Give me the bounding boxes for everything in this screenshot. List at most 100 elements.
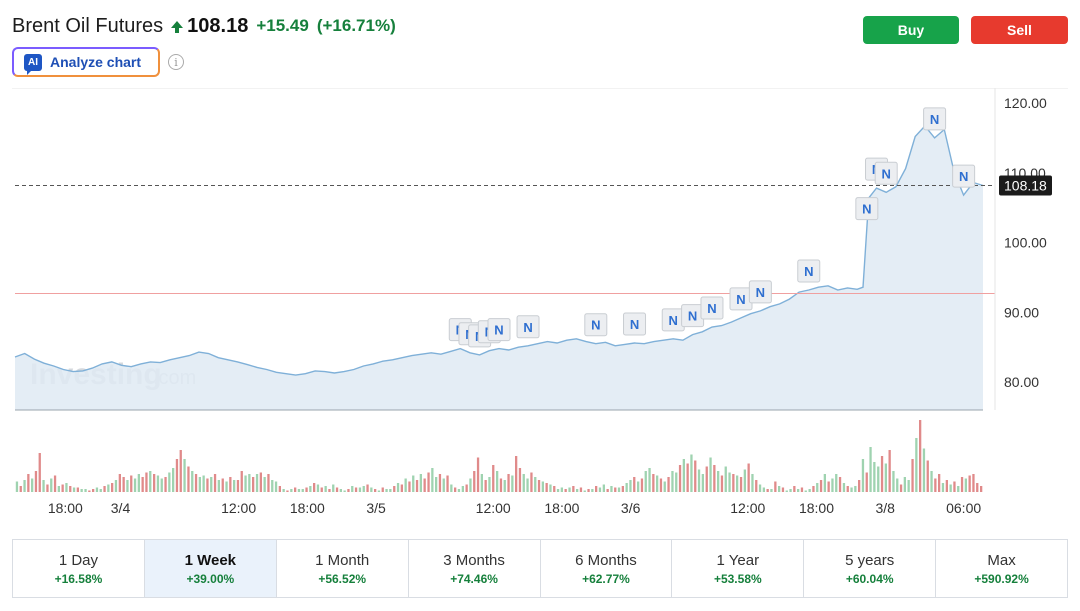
volume-bar bbox=[945, 480, 948, 492]
sell-button[interactable]: Sell bbox=[971, 16, 1068, 44]
volume-bar bbox=[267, 474, 270, 492]
volume-bar bbox=[850, 487, 853, 492]
volume-bar bbox=[156, 475, 160, 492]
news-marker-label: N bbox=[707, 301, 716, 316]
news-marker[interactable]: N bbox=[681, 304, 705, 328]
x-tick-label: 3/5 bbox=[366, 500, 386, 516]
volume-bar bbox=[736, 475, 739, 492]
volume-bar bbox=[107, 484, 110, 492]
news-marker[interactable]: N bbox=[874, 161, 898, 185]
volume-bar bbox=[118, 474, 121, 492]
volume-bar bbox=[568, 487, 571, 492]
timeframe-tab[interactable]: 1 Week +39.00% bbox=[144, 540, 277, 597]
volume-bar bbox=[560, 487, 563, 492]
volume-bar bbox=[370, 487, 373, 492]
volume-bar bbox=[149, 471, 152, 492]
volume-bar bbox=[141, 477, 144, 492]
volume-bar bbox=[309, 486, 312, 492]
volume-bar bbox=[614, 487, 617, 492]
volume-bar bbox=[172, 468, 175, 492]
volume-bar bbox=[339, 489, 342, 492]
volume-bar bbox=[69, 486, 72, 492]
news-marker-box bbox=[584, 313, 608, 337]
price-line bbox=[14, 124, 984, 376]
volume-bar bbox=[278, 486, 281, 492]
volume-bar bbox=[880, 456, 884, 492]
timeframe-tab[interactable]: Max +590.92% bbox=[936, 540, 1067, 597]
volume-bar bbox=[480, 474, 483, 492]
news-marker[interactable]: N bbox=[729, 287, 753, 311]
volume-bar bbox=[496, 471, 499, 492]
volume-bar bbox=[648, 468, 651, 492]
volume-bar bbox=[949, 484, 952, 492]
news-marker[interactable]: N bbox=[623, 312, 647, 336]
volume-bar bbox=[804, 490, 807, 492]
timeframe-tab[interactable]: 1 Month +56.52% bbox=[277, 540, 409, 597]
volume-bar bbox=[846, 486, 849, 492]
news-marker[interactable]: N bbox=[748, 280, 772, 304]
volume-bar bbox=[103, 486, 106, 492]
volume-bar bbox=[842, 483, 846, 492]
news-marker[interactable]: N bbox=[797, 259, 821, 283]
timeframe-tab[interactable]: 6 Months +62.77% bbox=[541, 540, 673, 597]
news-marker[interactable]: N bbox=[516, 315, 540, 339]
volume-bar bbox=[694, 460, 697, 492]
news-marker[interactable]: N bbox=[855, 197, 879, 221]
volume-bar bbox=[766, 489, 769, 492]
volume-bar bbox=[435, 477, 438, 492]
volume-bar bbox=[957, 486, 960, 492]
timeframe-label: 1 Day bbox=[58, 551, 99, 569]
volume-bar bbox=[61, 484, 64, 492]
timeframe-change: +53.58% bbox=[713, 571, 762, 586]
volume-bar bbox=[324, 486, 327, 492]
news-marker-label: N bbox=[736, 292, 745, 307]
volume-bar bbox=[980, 486, 983, 492]
news-marker[interactable]: N bbox=[487, 318, 511, 342]
timeframe-tab[interactable]: 1 Year +53.58% bbox=[672, 540, 805, 597]
volume-bar bbox=[553, 486, 556, 492]
volume-bar bbox=[583, 490, 586, 492]
buy-button[interactable]: Buy bbox=[863, 16, 959, 44]
price-chart[interactable]: Investing.com80.0090.00100.00110.00120.0… bbox=[0, 88, 1080, 528]
volume-bar bbox=[351, 486, 354, 492]
y-tick-label: 90.00 bbox=[1004, 304, 1039, 320]
analyze-chart-button[interactable]: AI Analyze chart bbox=[12, 47, 160, 77]
news-marker-label: N bbox=[959, 169, 968, 184]
volume-bar bbox=[126, 480, 129, 492]
volume-bar bbox=[579, 487, 583, 492]
volume-bar bbox=[476, 457, 480, 492]
volume-bar bbox=[697, 469, 701, 492]
timeframe-tab[interactable]: 5 years +60.04% bbox=[804, 540, 937, 597]
volume-bar bbox=[518, 468, 522, 492]
x-tick-label: 18:00 bbox=[290, 500, 325, 516]
timeframe-tab[interactable]: 3 Months +74.46% bbox=[409, 540, 541, 597]
volume-bar bbox=[320, 487, 323, 492]
ai-chat-icon: AI bbox=[24, 53, 42, 75]
timeframe-change: +16.58% bbox=[54, 571, 103, 586]
news-marker[interactable]: N bbox=[700, 296, 724, 320]
news-marker[interactable]: N bbox=[952, 164, 976, 188]
news-marker[interactable]: N bbox=[661, 308, 685, 332]
volume-bar bbox=[938, 474, 941, 492]
price-change: +15.49 bbox=[256, 16, 309, 35]
timeframe-tab[interactable]: 1 Day +16.58% bbox=[13, 540, 145, 597]
volume-bar bbox=[145, 472, 148, 492]
volume-bar bbox=[865, 472, 868, 492]
volume-bar bbox=[137, 474, 140, 492]
volume-bar bbox=[240, 471, 243, 492]
volume-bar bbox=[617, 487, 621, 492]
info-icon[interactable]: i bbox=[168, 54, 184, 70]
news-marker[interactable]: N bbox=[923, 107, 947, 131]
volume-bar bbox=[160, 478, 163, 492]
news-marker[interactable]: N bbox=[584, 313, 608, 337]
volume-bar bbox=[259, 472, 262, 492]
volume-bar bbox=[572, 486, 575, 492]
volume-bar bbox=[884, 463, 887, 492]
x-tick-label: 18:00 bbox=[544, 500, 579, 516]
news-marker-box bbox=[700, 296, 724, 320]
volume-bar bbox=[255, 474, 259, 492]
volume-bar bbox=[930, 471, 933, 492]
volume-bar bbox=[454, 487, 457, 492]
volume-bar bbox=[133, 478, 137, 492]
volume-bar bbox=[762, 487, 765, 492]
